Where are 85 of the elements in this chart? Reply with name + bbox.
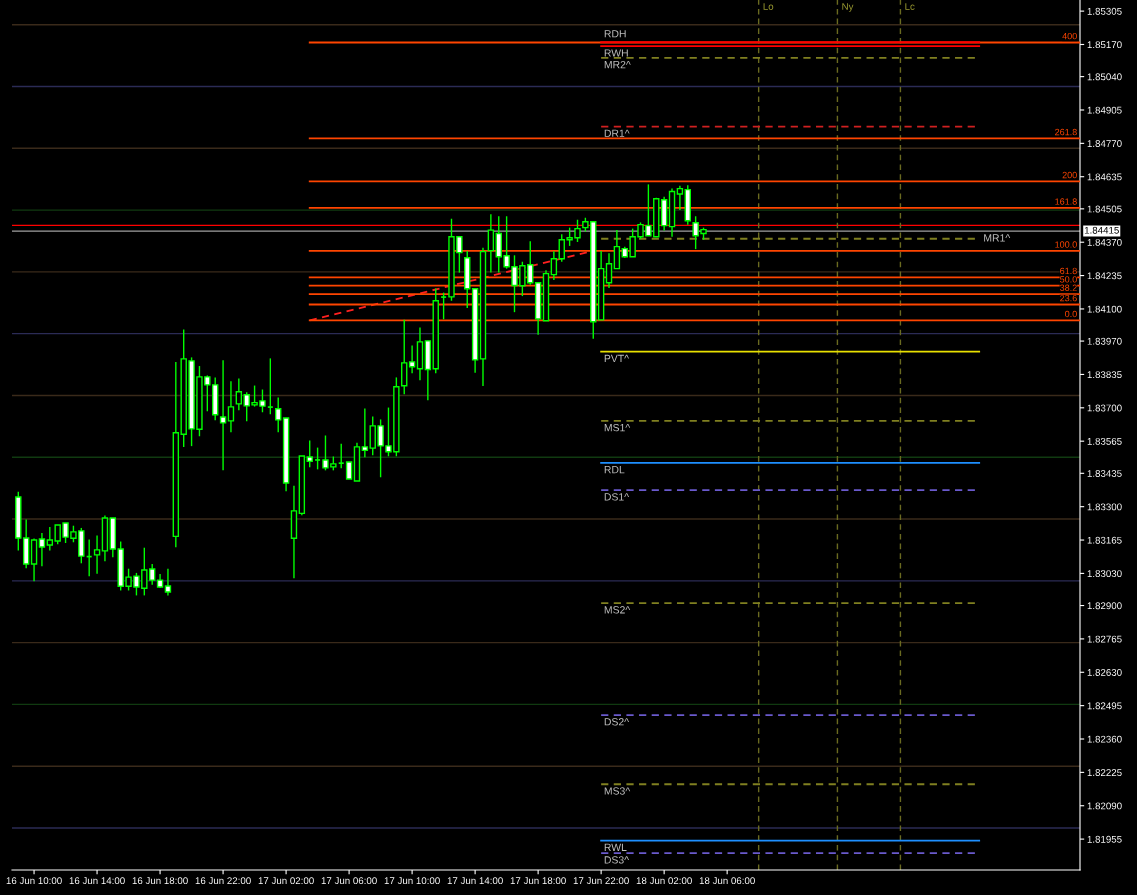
y-tick-label: 1.83435 — [1087, 470, 1122, 477]
candlestick — [337, 442, 345, 470]
series-label: 400 — [1062, 32, 1077, 40]
y-tick-label: 1.84505 — [1087, 205, 1122, 213]
candlestick — [613, 229, 621, 270]
x-tick-label: 17 Jun 06:00 — [321, 877, 377, 885]
series-label: MR2^ — [604, 60, 631, 69]
series-label: 161.8 — [1055, 198, 1077, 205]
y-tick-label: 1.82900 — [1087, 602, 1122, 610]
y-tick-label: 1.82495 — [1087, 702, 1122, 710]
candlestick — [605, 252, 613, 289]
ref-line-label: 1.84415 — [1084, 226, 1119, 234]
y-tick-label: 1.83700 — [1087, 404, 1122, 412]
series-label: RDL — [604, 466, 625, 474]
y-tick-label: 1.84770 — [1087, 140, 1122, 147]
candlestick — [93, 534, 101, 575]
series-label: 23.6 — [1060, 294, 1077, 302]
candlestick — [408, 344, 416, 374]
candlestick — [227, 380, 235, 433]
series-label: 0.0 — [1065, 310, 1077, 318]
y-tick-label: 1.82630 — [1087, 669, 1122, 676]
series-label: DR1^ — [604, 129, 630, 137]
x-tick-label: 16 Jun 14:00 — [69, 877, 125, 885]
y-tick-label: 1.85170 — [1087, 41, 1122, 49]
candlestick — [487, 213, 495, 274]
y-tick-label: 1.84370 — [1087, 238, 1122, 246]
y-tick-label: 1.82765 — [1087, 635, 1122, 643]
candlestick — [164, 568, 172, 597]
series-label: MS1^ — [604, 423, 631, 432]
series-label: MR1^ — [984, 234, 1011, 242]
series-label: RWH — [604, 49, 628, 57]
x-tick-label: 16 Jun 18:00 — [132, 877, 188, 885]
x-tick-label: 16 Jun 10:00 — [6, 877, 62, 885]
candlestick — [266, 357, 274, 415]
x-tick-label: 17 Jun 14:00 — [447, 877, 503, 885]
y-tick-label: 1.83300 — [1087, 503, 1122, 511]
series-label: 261.8 — [1055, 128, 1077, 136]
candlestick — [30, 537, 38, 583]
x-tick-label: 18 Jun 06:00 — [699, 877, 755, 885]
ref-line-label: Ny — [842, 3, 854, 12]
series-label: DS2^ — [604, 718, 630, 726]
y-tick-label: 1.83030 — [1087, 570, 1122, 578]
series-label: 61.8 — [1060, 267, 1077, 275]
candlestick — [361, 407, 369, 458]
series-label: 38.2 — [1060, 284, 1077, 291]
series-label: MS2^ — [604, 606, 631, 614]
x-tick-label: 17 Jun 10:00 — [384, 877, 440, 885]
candlestick — [314, 446, 321, 471]
y-tick-label: 1.85305 — [1087, 7, 1122, 15]
series-label: RWL — [604, 843, 627, 851]
candlestick — [440, 291, 447, 321]
x-tick-label: 18 Jun 02:00 — [636, 877, 692, 885]
y-tick-label: 1.83835 — [1087, 371, 1122, 379]
x-tick-label: 16 Jun 22:00 — [195, 877, 251, 885]
x-tick-label: 17 Jun 22:00 — [573, 877, 629, 885]
y-tick-label: 1.85040 — [1087, 73, 1122, 81]
y-tick-label: 1.83565 — [1087, 437, 1122, 445]
y-tick-label: 1.82090 — [1087, 802, 1122, 810]
x-tick-label: 17 Jun 02:00 — [258, 877, 314, 885]
y-tick-label: 1.84635 — [1087, 173, 1122, 181]
y-tick-label: 1.84235 — [1087, 272, 1122, 280]
series-label: DS1^ — [604, 493, 630, 501]
series-label: MS3^ — [604, 787, 631, 795]
candlestick — [550, 250, 558, 281]
series-label: PVT^ — [604, 354, 630, 363]
candlestick — [274, 396, 282, 433]
series-label: 200 — [1062, 171, 1077, 179]
series-label: 50.0 — [1060, 276, 1077, 283]
ref-line-label: Lc — [905, 3, 915, 10]
candlestick — [676, 185, 684, 211]
series-label: DS3^ — [604, 856, 630, 864]
y-tick-label: 1.81955 — [1087, 835, 1122, 843]
y-tick-label: 1.84905 — [1087, 106, 1122, 114]
candlestick — [38, 532, 46, 567]
candlestick — [306, 439, 313, 468]
ref-line-label: Lo — [763, 3, 774, 10]
series-label: RDH — [604, 30, 626, 38]
x-tick-label: 17 Jun 18:00 — [510, 877, 566, 885]
y-tick-label: 1.84100 — [1087, 305, 1122, 313]
y-tick-label: 1.83165 — [1087, 536, 1122, 544]
candlestick — [219, 359, 227, 472]
y-tick-label: 1.82225 — [1087, 769, 1122, 776]
series-label: 100.0 — [1055, 241, 1077, 248]
y-tick-label: 1.83970 — [1087, 337, 1122, 345]
y-tick-label: 1.82360 — [1087, 735, 1122, 743]
